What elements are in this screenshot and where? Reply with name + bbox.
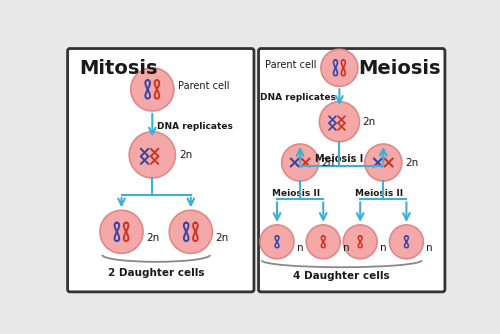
Text: 2n: 2n xyxy=(216,233,228,243)
Circle shape xyxy=(320,102,360,142)
Circle shape xyxy=(260,225,294,259)
Text: Meiosis I: Meiosis I xyxy=(315,154,363,164)
Text: n: n xyxy=(344,243,350,253)
Text: 2n: 2n xyxy=(146,233,160,243)
Circle shape xyxy=(306,225,340,259)
Text: n: n xyxy=(297,243,304,253)
Text: DNA replicates: DNA replicates xyxy=(157,122,233,131)
Text: DNA replicates: DNA replicates xyxy=(260,93,336,102)
Text: n: n xyxy=(426,243,433,253)
FancyBboxPatch shape xyxy=(258,48,445,292)
Circle shape xyxy=(100,210,143,254)
Circle shape xyxy=(390,225,424,259)
Text: 2n: 2n xyxy=(322,158,335,168)
Circle shape xyxy=(282,144,319,181)
Text: 2 Daughter cells: 2 Daughter cells xyxy=(108,268,204,278)
Text: Parent cell: Parent cell xyxy=(265,60,316,70)
FancyBboxPatch shape xyxy=(68,48,254,292)
Text: Meiosis II: Meiosis II xyxy=(356,189,404,198)
Circle shape xyxy=(321,49,358,86)
Text: n: n xyxy=(380,243,387,253)
Circle shape xyxy=(169,210,212,254)
Circle shape xyxy=(344,225,377,259)
Text: Meiosis II: Meiosis II xyxy=(272,189,320,198)
Text: Mitosis: Mitosis xyxy=(79,58,158,77)
Text: Meiosis: Meiosis xyxy=(358,58,441,77)
Text: 2n: 2n xyxy=(179,150,192,160)
Circle shape xyxy=(365,144,402,181)
Circle shape xyxy=(130,68,174,111)
Text: 4 Daughter cells: 4 Daughter cells xyxy=(294,271,390,281)
Text: 2n: 2n xyxy=(405,158,418,168)
Circle shape xyxy=(129,132,176,178)
Text: Parent cell: Parent cell xyxy=(178,81,230,91)
Text: 2n: 2n xyxy=(362,117,376,127)
